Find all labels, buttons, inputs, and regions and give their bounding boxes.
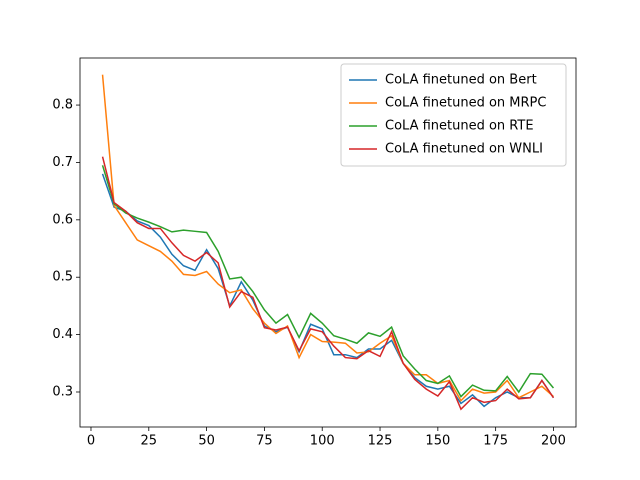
plot-frame <box>79 57 577 428</box>
x-tick-label: 125 <box>368 434 393 449</box>
x-tick-label: 100 <box>310 434 335 449</box>
legend: CoLA finetuned on Bert CoLA finetuned on … <box>340 63 567 167</box>
series-line <box>101 156 555 411</box>
x-tick-label: 0 <box>87 434 95 449</box>
y-tick-label: 0.8 <box>52 98 73 113</box>
legend-box <box>340 63 567 167</box>
x-tick-label: 200 <box>541 434 566 449</box>
series-line <box>101 165 555 398</box>
legend-label: CoLA finetuned on MRPC <box>385 96 546 111</box>
y-tick-label: 0.6 <box>52 212 73 227</box>
series-line <box>101 173 555 408</box>
y-tick-label: 0.4 <box>52 327 73 342</box>
y-tick-label: 0.3 <box>52 384 73 399</box>
series-line <box>101 74 554 402</box>
legend-label: CoLA finetuned on Bert <box>385 73 537 88</box>
y-tick-label: 0.7 <box>52 155 73 170</box>
x-tick-label: 75 <box>256 434 273 449</box>
x-tick-label: 150 <box>425 434 450 449</box>
y-tick-label: 0.5 <box>52 270 73 285</box>
legend-label: CoLA finetuned on RTE <box>385 119 534 134</box>
x-tick-label: 50 <box>198 434 215 449</box>
x-tick-label: 175 <box>483 434 508 449</box>
x-tick-label: 25 <box>141 434 158 449</box>
legend-label: CoLA finetuned on WNLI <box>385 142 543 157</box>
